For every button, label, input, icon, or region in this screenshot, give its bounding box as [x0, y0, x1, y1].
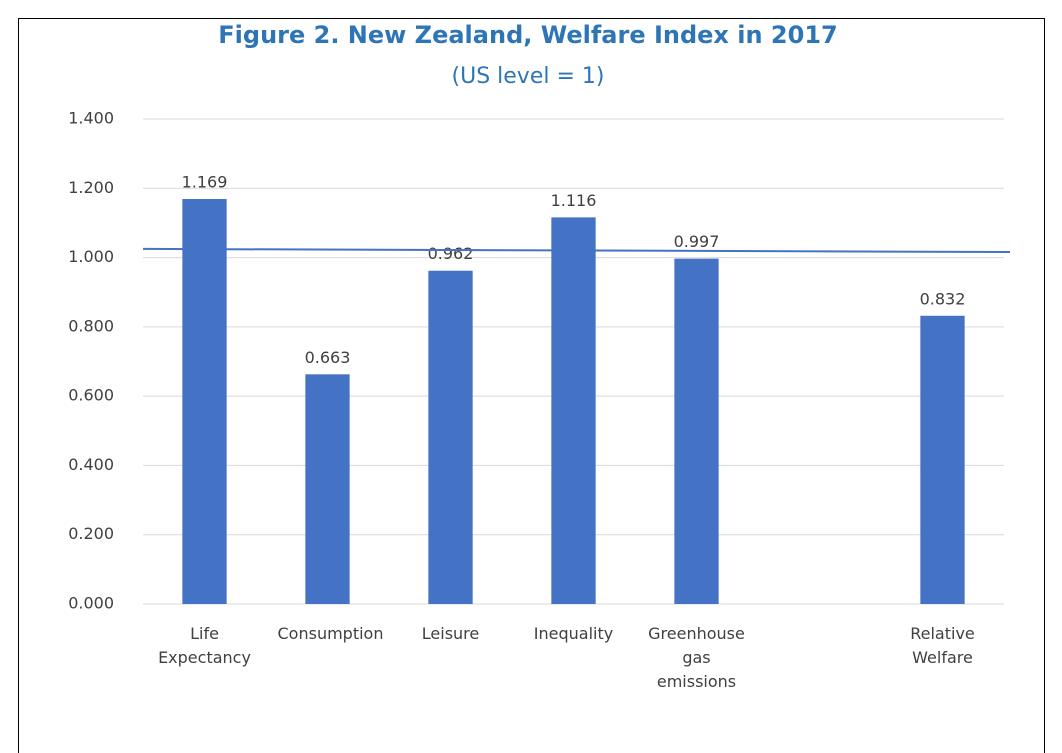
- y-tick-label: 0.800: [68, 316, 114, 335]
- data-label: 1.116: [551, 191, 597, 210]
- bar: [428, 270, 473, 604]
- y-tick-label: 1.400: [68, 109, 114, 128]
- data-label: 0.663: [305, 348, 351, 367]
- chart-subtitle: (US level = 1): [452, 64, 605, 89]
- chart-frame: [18, 18, 1045, 753]
- x-tick-label: Life Expectancy: [158, 624, 251, 667]
- y-tick-label: 1.000: [68, 247, 114, 266]
- data-label: 1.169: [182, 173, 228, 192]
- x-tick-label: Leisure: [421, 624, 480, 643]
- bar: [182, 199, 227, 604]
- bar: [305, 374, 350, 604]
- x-tick-label: Inequality: [533, 624, 614, 643]
- bar: [674, 258, 719, 604]
- reference-line: [142, 247, 1011, 254]
- bar: [920, 315, 965, 604]
- y-tick-label: 0.400: [68, 455, 114, 474]
- x-tick-label: Consumption: [277, 624, 384, 643]
- x-tick-label: Relative Welfare: [910, 624, 975, 667]
- y-tick-label: 0.600: [68, 386, 114, 405]
- y-tick-label: 0.200: [68, 524, 114, 543]
- y-tick-label: 0.000: [68, 594, 114, 613]
- chart-title: Figure 2. New Zealand, Welfare Index in …: [218, 21, 837, 49]
- data-label: 0.997: [674, 232, 720, 251]
- data-label: 0.962: [428, 244, 474, 263]
- y-tick-label: 1.200: [68, 178, 114, 197]
- x-tick-label: Greenhouse gas emissions: [648, 624, 745, 691]
- bar: [551, 217, 596, 604]
- data-label: 0.832: [920, 289, 966, 308]
